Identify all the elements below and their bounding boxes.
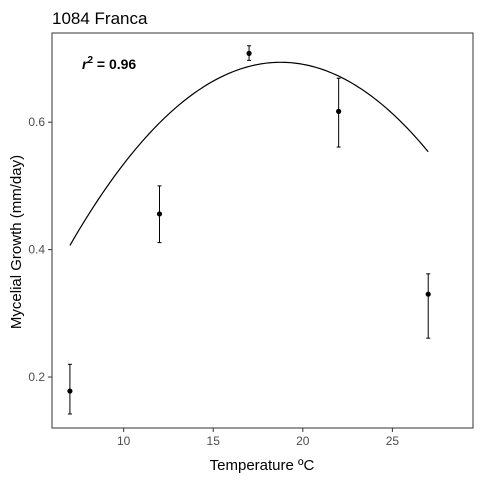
point-marker [246, 50, 252, 56]
data-point [246, 45, 252, 61]
y-tick-label: 0.6 [28, 115, 45, 129]
x-axis-title: Temperature ºC [210, 457, 315, 474]
x-tick-label: 20 [296, 434, 310, 448]
r-squared-value: = 0.96 [93, 56, 136, 72]
point-marker [156, 211, 163, 217]
y-tick-label: 0.2 [28, 370, 45, 384]
fit-curve [69, 61, 429, 246]
data-point [425, 273, 431, 339]
point-marker [67, 388, 73, 394]
y-axis-title: Mycelial Growth (mm/day) [8, 155, 25, 329]
r-symbol: r [82, 56, 89, 72]
plot-panel [51, 32, 474, 429]
fit-curve-group [69, 61, 429, 246]
data-point [336, 77, 342, 148]
x-tick-label: 15 [207, 434, 221, 448]
data-point [67, 363, 73, 415]
r-squared-annotation: r2 = 0.96 [82, 55, 136, 72]
y-tick-label: 0.4 [28, 243, 45, 257]
point-marker [425, 291, 431, 297]
axis-ticks: 10 15 20 25 0.2 0.4 0.6 [28, 115, 399, 448]
point-marker [336, 108, 342, 114]
data-points-group [67, 45, 431, 415]
chart-title: 1084 Franca [52, 9, 148, 28]
r-exponent: 2 [87, 55, 93, 66]
x-tick-label: 10 [117, 434, 131, 448]
data-point [156, 185, 163, 244]
x-tick-label: 25 [386, 434, 400, 448]
